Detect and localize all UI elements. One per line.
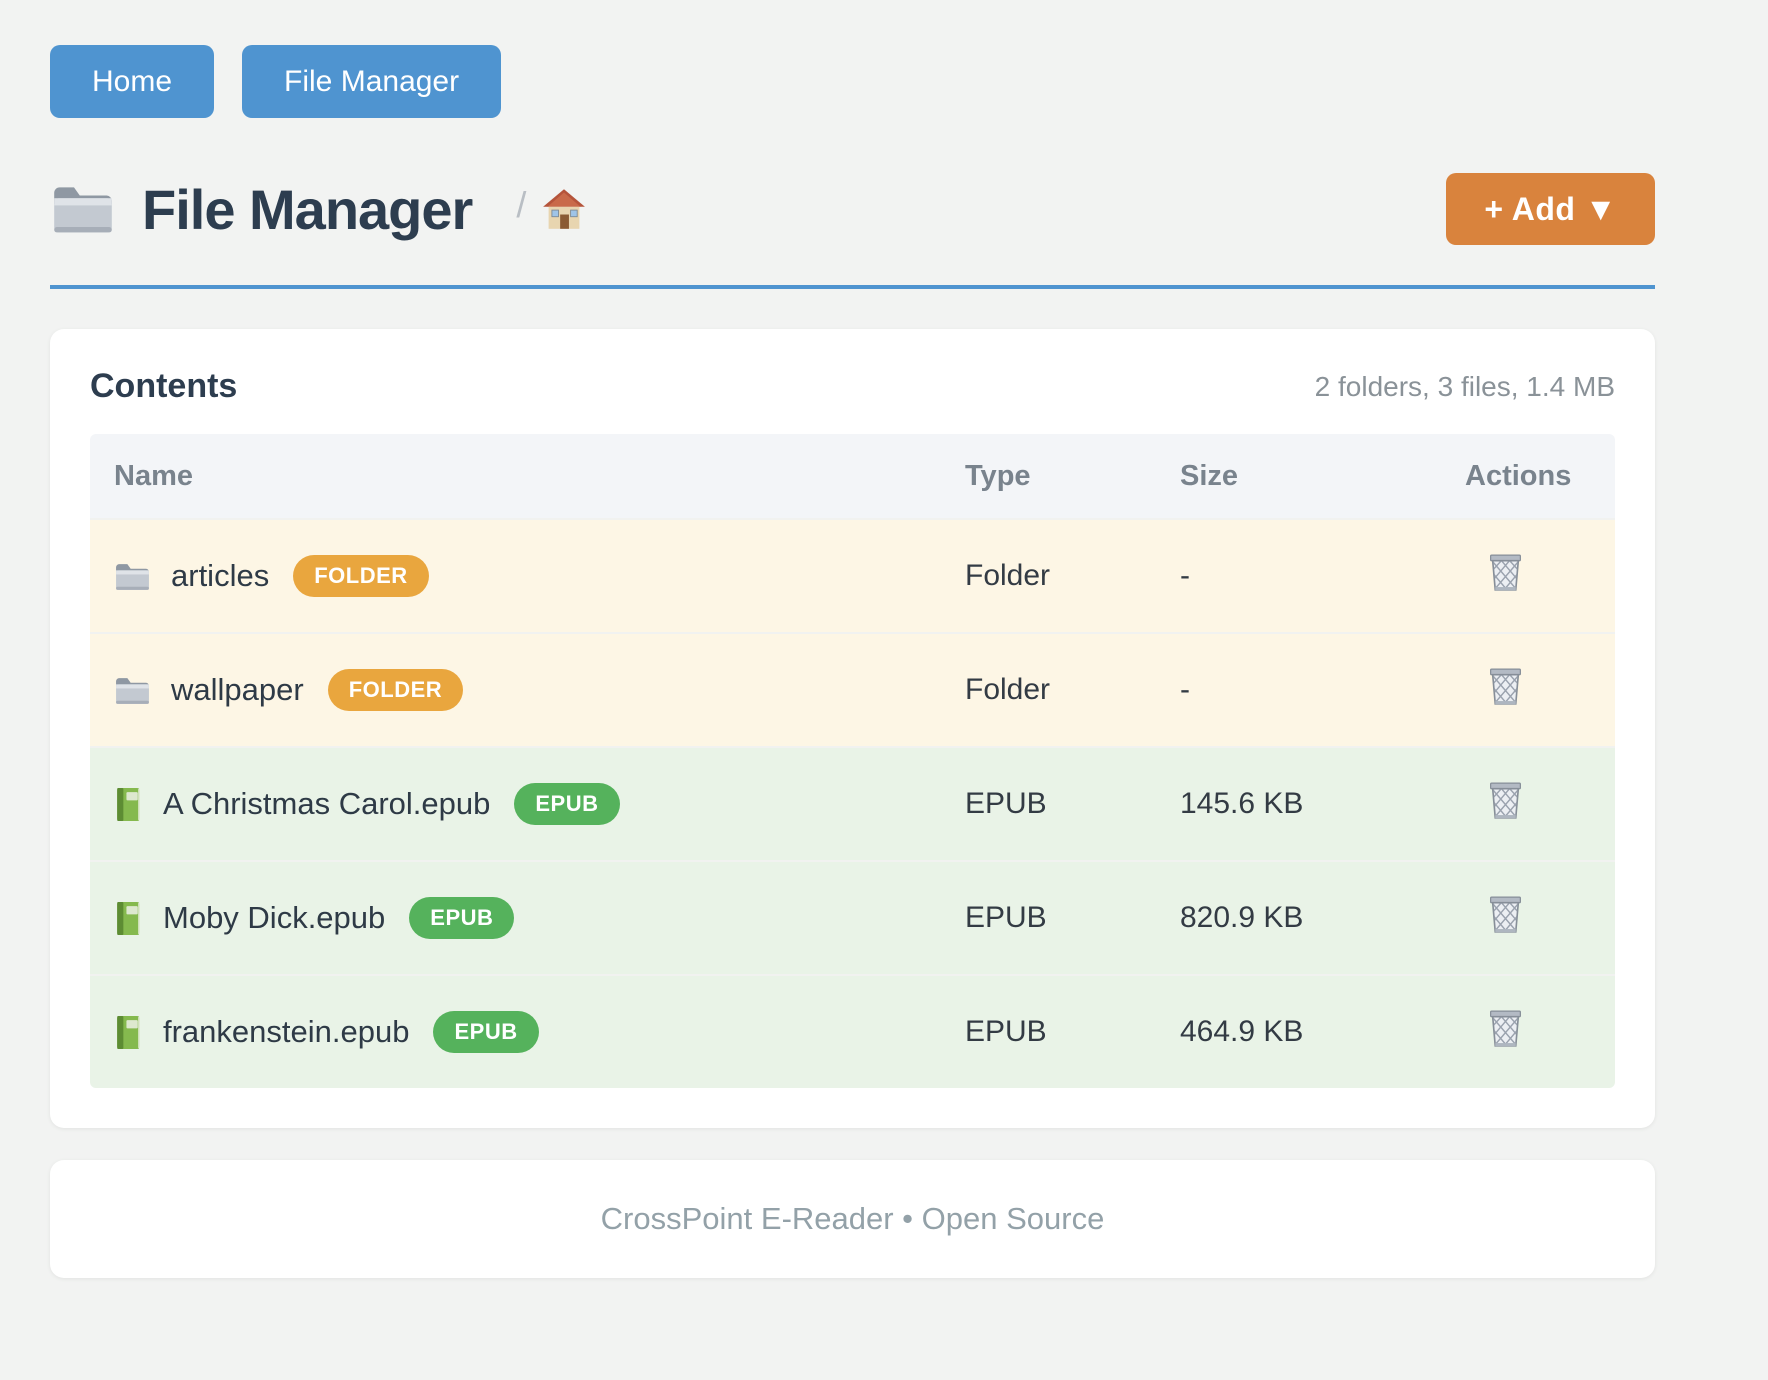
top-nav: Home File Manager: [50, 0, 1655, 118]
trash-icon: [1487, 1008, 1524, 1049]
trash-icon: [1487, 666, 1524, 707]
page: Home File Manager File Manager /: [50, 0, 1655, 1278]
file-name[interactable]: articles: [171, 558, 270, 593]
contents-summary: 2 folders, 3 files, 1.4 MB: [1314, 370, 1615, 402]
table-header: Name Type Size Actions: [90, 434, 1615, 518]
file-size: -: [1180, 559, 1190, 592]
nav-file-manager-button[interactable]: File Manager: [242, 45, 502, 118]
file-size: 820.9 KB: [1180, 901, 1304, 934]
file-name[interactable]: wallpaper: [171, 672, 304, 707]
green-book-icon: [114, 1015, 143, 1050]
contents-heading: Contents: [90, 367, 238, 405]
add-button[interactable]: + Add ▼: [1446, 173, 1655, 245]
file-type: Folder: [965, 673, 1051, 706]
file-size: 145.6 KB: [1180, 787, 1304, 820]
green-book-icon: [114, 901, 143, 936]
table-row: Moby Dick.epub EPUB EPUB 820.9 KB: [90, 860, 1615, 974]
table-row: wallpaper FOLDER Folder -: [90, 632, 1615, 746]
file-type-badge: FOLDER: [327, 669, 464, 711]
file-table: Name Type Size Actions: [90, 434, 1615, 1088]
house-icon[interactable]: [542, 188, 586, 230]
breadcrumb: /: [516, 184, 586, 230]
file-size: 464.9 KB: [1180, 1015, 1304, 1048]
file-type-badge: FOLDER: [293, 555, 429, 597]
footer: CrossPoint E-Reader • Open Source: [50, 1160, 1655, 1278]
file-type-badge: EPUB: [409, 897, 515, 939]
delete-button[interactable]: [1487, 780, 1524, 821]
column-header-type: Type: [965, 459, 1031, 492]
file-type: Folder: [965, 559, 1051, 592]
table-row: frankenstein.epub EPUB EPUB 464.9 KB: [90, 974, 1615, 1088]
table-row: A Christmas Carol.epub EPUB EPUB 145.6 K…: [90, 746, 1615, 860]
folder-icon: [50, 182, 116, 236]
file-name[interactable]: frankenstein.epub: [163, 1014, 410, 1049]
delete-button[interactable]: [1487, 894, 1524, 935]
page-title: File Manager: [142, 177, 473, 241]
file-type-badge: EPUB: [514, 783, 620, 825]
title-underline: [50, 285, 1655, 289]
nav-home-button[interactable]: Home: [50, 45, 215, 118]
trash-icon: [1487, 894, 1524, 935]
table-body: articles FOLDER Folder -: [90, 518, 1615, 1088]
file-type: EPUB: [965, 787, 1047, 820]
file-name[interactable]: Moby Dick.epub: [163, 900, 386, 935]
column-header-actions: Actions: [1465, 459, 1572, 492]
column-header-size: Size: [1180, 459, 1239, 492]
table-row: articles FOLDER Folder -: [90, 518, 1615, 632]
green-book-icon: [114, 787, 143, 822]
file-type-badge: EPUB: [433, 1011, 539, 1053]
file-name[interactable]: A Christmas Carol.epub: [163, 786, 491, 821]
folder-icon: [114, 675, 151, 706]
breadcrumb-separator: /: [516, 184, 527, 225]
footer-text: CrossPoint E-Reader • Open Source: [600, 1201, 1105, 1236]
page-header: File Manager / + Add ▼: [50, 173, 1655, 245]
trash-icon: [1487, 780, 1524, 821]
delete-button[interactable]: [1487, 666, 1524, 707]
trash-icon: [1487, 552, 1524, 593]
folder-icon: [114, 561, 151, 592]
column-header-name: Name: [114, 459, 193, 492]
file-size: -: [1180, 673, 1190, 706]
file-type: EPUB: [965, 1015, 1047, 1048]
file-type: EPUB: [965, 901, 1047, 934]
contents-card: Contents 2 folders, 3 files, 1.4 MB Name…: [50, 329, 1655, 1128]
delete-button[interactable]: [1487, 1008, 1524, 1049]
delete-button[interactable]: [1487, 552, 1524, 593]
